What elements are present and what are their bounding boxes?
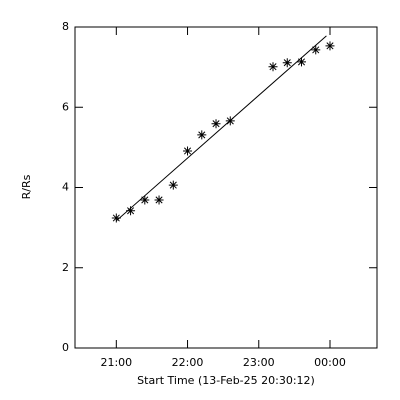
data-point bbox=[197, 130, 207, 140]
data-point bbox=[126, 206, 136, 216]
data-point bbox=[111, 213, 121, 223]
y-tick-label: 0 bbox=[62, 341, 69, 354]
x-axis-label: Start Time (13-Feb-25 20:30:12) bbox=[137, 374, 315, 387]
data-point bbox=[297, 57, 306, 67]
data-point bbox=[140, 195, 150, 205]
data-point bbox=[282, 58, 292, 68]
y-tick-label: 6 bbox=[62, 100, 69, 113]
y-tick-label: 4 bbox=[62, 181, 69, 194]
data-point bbox=[168, 180, 178, 190]
data-point bbox=[154, 195, 164, 205]
y-tick-label: 8 bbox=[62, 20, 69, 33]
data-point bbox=[325, 41, 335, 51]
fit-line bbox=[115, 35, 327, 222]
data-point bbox=[268, 62, 278, 72]
y-axis-label: R/Rs bbox=[20, 174, 33, 199]
x-tick-label: 23:00 bbox=[243, 356, 275, 369]
data-point bbox=[211, 119, 221, 129]
y-tick-label: 2 bbox=[62, 261, 69, 274]
x-tick-label: 00:00 bbox=[314, 356, 346, 369]
data-point bbox=[225, 116, 235, 126]
data-point bbox=[183, 146, 193, 156]
x-tick-label: 21:00 bbox=[100, 356, 132, 369]
data-point bbox=[311, 45, 321, 55]
x-tick-label: 22:00 bbox=[172, 356, 204, 369]
